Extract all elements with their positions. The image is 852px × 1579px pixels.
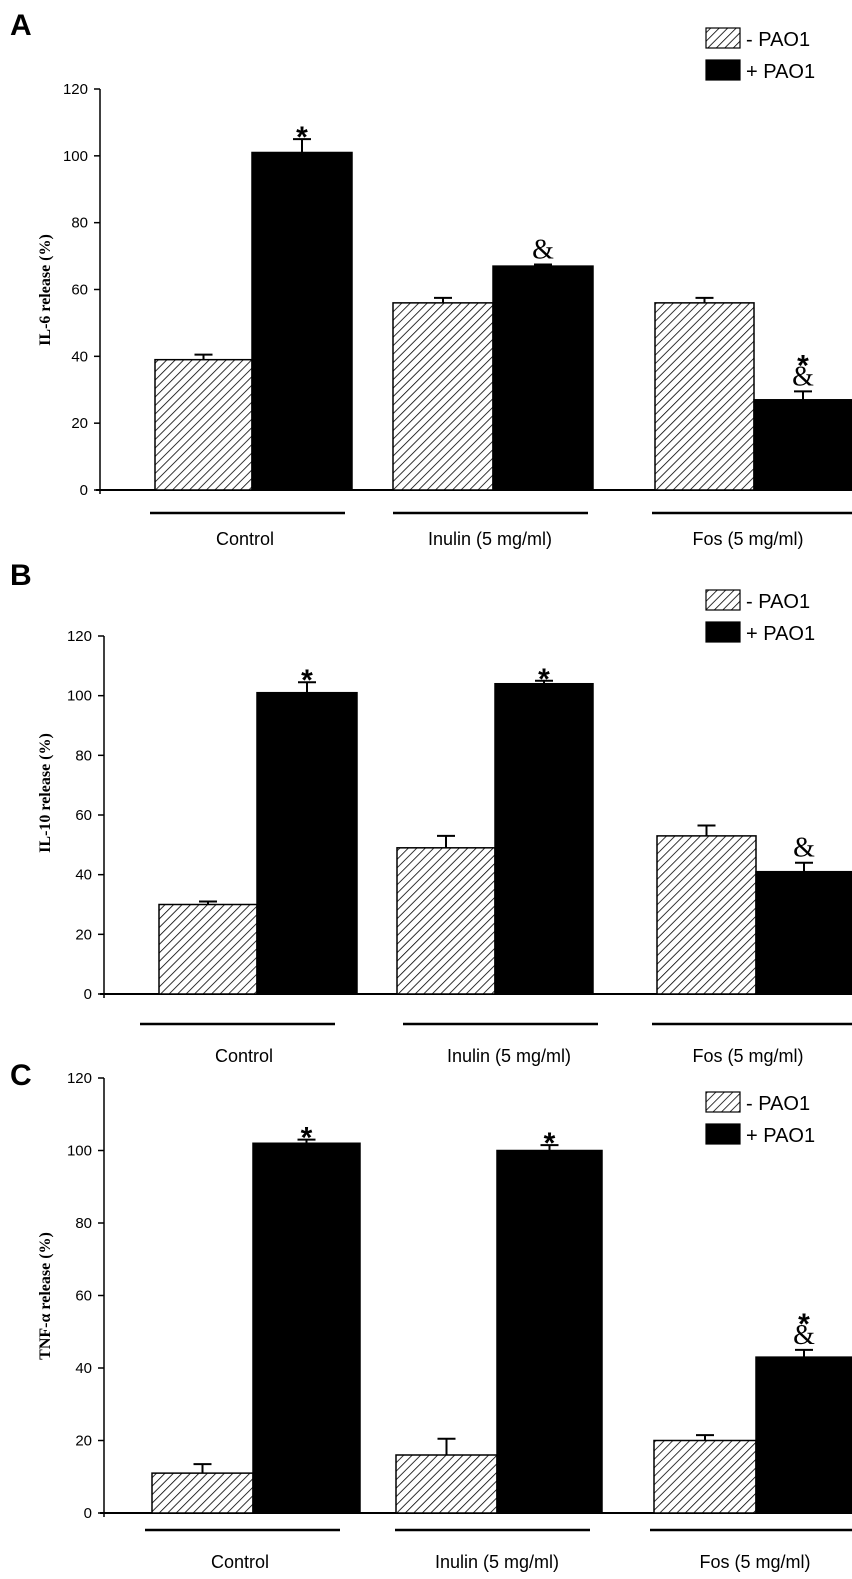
legend-label: - PAO1 bbox=[746, 29, 810, 51]
bar bbox=[251, 151, 353, 491]
y-axis-label: IL-6 release (%) bbox=[37, 234, 54, 346]
bar bbox=[252, 1142, 361, 1514]
y-tick-label: 120 bbox=[63, 81, 88, 98]
significance-ampersand: & bbox=[793, 833, 815, 864]
significance-star: * bbox=[301, 1122, 313, 1155]
panel-letter: A bbox=[10, 9, 32, 42]
bar bbox=[396, 847, 496, 995]
bar bbox=[656, 835, 757, 995]
category-label: Control bbox=[216, 529, 274, 549]
bar bbox=[496, 1149, 603, 1514]
y-tick-label: 20 bbox=[71, 415, 88, 432]
category-label: Inulin (5 mg/ml) bbox=[435, 1552, 559, 1572]
y-tick-label: 120 bbox=[67, 1070, 92, 1087]
significance-star: * bbox=[544, 1127, 556, 1160]
y-tick-label: 100 bbox=[67, 688, 92, 705]
legend-swatch bbox=[705, 59, 741, 81]
bar bbox=[753, 399, 852, 491]
bar bbox=[395, 1454, 498, 1514]
y-tick-label: 40 bbox=[75, 1360, 92, 1377]
panel-letter: B bbox=[10, 559, 32, 592]
y-tick-label: 60 bbox=[75, 807, 92, 824]
bar bbox=[654, 302, 755, 491]
bar bbox=[653, 1439, 757, 1514]
significance-ampersand: & bbox=[532, 234, 554, 265]
y-tick-label: 120 bbox=[67, 628, 92, 645]
y-tick-label: 40 bbox=[71, 348, 88, 365]
y-tick-label: 60 bbox=[75, 1288, 92, 1305]
legend-label: - PAO1 bbox=[746, 591, 810, 613]
legend-label: + PAO1 bbox=[746, 623, 815, 645]
legend-swatch bbox=[705, 621, 741, 643]
bar bbox=[755, 870, 852, 995]
significance-star: * bbox=[798, 1308, 810, 1341]
legend-swatch bbox=[705, 1123, 741, 1145]
bar bbox=[755, 1356, 852, 1514]
y-tick-label: 40 bbox=[75, 867, 92, 884]
significance-star: * bbox=[797, 349, 809, 382]
bar bbox=[392, 302, 494, 491]
category-label: Fos (5 mg/ml) bbox=[692, 1046, 803, 1066]
significance-ampersand: & bbox=[793, 1320, 815, 1351]
legend-swatch bbox=[705, 589, 741, 611]
bar bbox=[494, 682, 594, 995]
y-tick-label: 0 bbox=[84, 986, 92, 1003]
significance-star: * bbox=[301, 664, 313, 697]
bar bbox=[492, 265, 594, 491]
y-tick-label: 0 bbox=[80, 482, 88, 499]
bar bbox=[256, 691, 358, 995]
bar bbox=[151, 1472, 254, 1514]
y-tick-label: 20 bbox=[75, 1433, 92, 1450]
category-label: Fos (5 mg/ml) bbox=[692, 529, 803, 549]
legend-label: + PAO1 bbox=[746, 1125, 815, 1147]
category-label: Inulin (5 mg/ml) bbox=[447, 1046, 571, 1066]
y-tick-label: 100 bbox=[63, 148, 88, 165]
legend-label: + PAO1 bbox=[746, 61, 815, 83]
legend-swatch bbox=[705, 27, 741, 49]
significance-star: * bbox=[296, 121, 308, 154]
significance-ampersand: & bbox=[792, 361, 814, 392]
legend-label: - PAO1 bbox=[746, 1093, 810, 1115]
bar bbox=[158, 903, 258, 995]
y-tick-label: 100 bbox=[67, 1143, 92, 1160]
y-tick-label: 80 bbox=[75, 1215, 92, 1232]
significance-star: * bbox=[538, 663, 550, 696]
category-label: Control bbox=[215, 1046, 273, 1066]
y-axis-label: TNF-α release (%) bbox=[37, 1232, 54, 1360]
y-tick-label: 0 bbox=[84, 1505, 92, 1522]
y-tick-label: 60 bbox=[71, 282, 88, 299]
y-tick-label: 20 bbox=[75, 926, 92, 943]
bar bbox=[154, 358, 253, 491]
y-tick-label: 80 bbox=[71, 215, 88, 232]
category-label: Control bbox=[211, 1552, 269, 1572]
y-tick-label: 80 bbox=[75, 747, 92, 764]
legend-swatch bbox=[705, 1091, 741, 1113]
category-label: Fos (5 mg/ml) bbox=[699, 1552, 810, 1572]
y-axis-label: IL-10 release (%) bbox=[37, 733, 54, 853]
panel-letter: C bbox=[10, 1059, 32, 1092]
category-label: Inulin (5 mg/ml) bbox=[428, 529, 552, 549]
